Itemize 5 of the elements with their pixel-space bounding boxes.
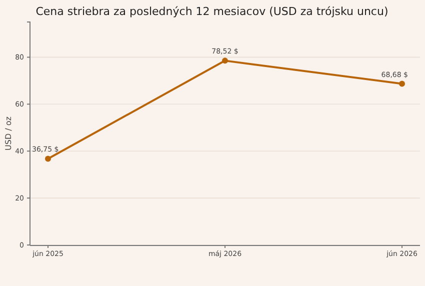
point (45, 156, 51, 162)
point (222, 58, 228, 64)
chart-title: Cena striebra za posledných 12 mesiacov (USD za trójsku uncu) (36, 5, 388, 18)
point (399, 80, 405, 87)
y-axis-title: USD / oz (4, 116, 13, 150)
